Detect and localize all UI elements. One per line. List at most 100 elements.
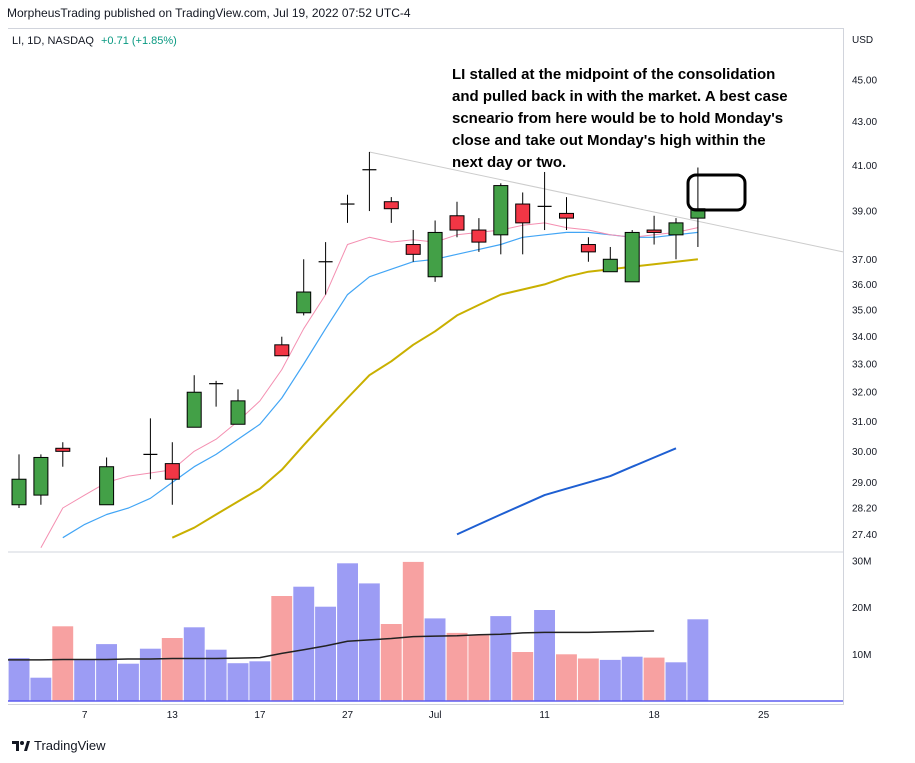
volume-bar[interactable] (74, 659, 96, 701)
tradingview-brand[interactable]: TradingView (12, 738, 106, 753)
candle[interactable] (537, 171, 552, 231)
candle[interactable] (493, 183, 509, 255)
candle[interactable] (186, 375, 202, 428)
candle[interactable] (580, 237, 596, 262)
volume-bar[interactable] (534, 610, 555, 701)
volume-bar[interactable] (249, 661, 271, 701)
candle-body (624, 231, 640, 283)
candle[interactable] (515, 192, 531, 255)
candle[interactable] (318, 242, 333, 295)
time-tick-label: 18 (649, 710, 661, 721)
publisher-line: MorpheusTrading published on TradingView… (7, 6, 411, 20)
candle[interactable] (33, 454, 49, 505)
volume-bar[interactable] (161, 638, 183, 701)
volume-bar[interactable] (512, 652, 534, 701)
candle[interactable] (427, 220, 443, 282)
highlight-box (686, 173, 747, 212)
candle[interactable] (559, 197, 574, 231)
volume-bar[interactable] (446, 632, 468, 701)
candle[interactable] (624, 230, 640, 283)
candle-body (11, 478, 27, 506)
price-tick-label: 45.00 (852, 76, 877, 87)
price-tick-label: 36.00 (852, 280, 877, 291)
candle-body (471, 229, 487, 243)
volume-bar[interactable] (227, 663, 249, 701)
chart-annotation: LI stalled at the midpoint of the consol… (452, 66, 788, 171)
volume-bar[interactable] (358, 583, 380, 701)
legend-change: +0.71 (+1.85%) (100, 35, 177, 47)
volume-bar[interactable] (139, 648, 161, 701)
volume-bar[interactable] (183, 627, 205, 701)
candle-body (559, 212, 574, 219)
candle[interactable] (143, 418, 158, 480)
volume-tick-label: 10M (852, 650, 871, 661)
volume-bar[interactable] (271, 596, 293, 701)
volume-bar[interactable] (8, 658, 30, 701)
candle-body (449, 215, 465, 231)
trendline (369, 151, 844, 253)
candle[interactable] (471, 218, 487, 252)
candle[interactable] (405, 230, 421, 262)
candle[interactable] (340, 194, 355, 223)
sma-50-line (171, 258, 699, 539)
time-tick-label: Jul (429, 710, 442, 721)
volume-tick-label: 20M (852, 603, 871, 614)
candle-body (164, 463, 180, 480)
candle[interactable] (690, 167, 706, 247)
candle[interactable] (668, 218, 684, 260)
price-tick-label: 33.00 (852, 360, 877, 371)
volume-bar[interactable] (52, 626, 74, 701)
price-tick-label: 29.00 (852, 478, 877, 489)
price-axis-currency: USD (852, 35, 873, 46)
volume-bar[interactable] (402, 561, 424, 701)
candle[interactable] (164, 442, 180, 505)
candle-body (230, 400, 246, 425)
volume-bar[interactable] (621, 656, 643, 701)
brand-label: TradingView (34, 738, 106, 753)
volume-bar[interactable] (30, 677, 52, 701)
candle[interactable] (362, 151, 377, 212)
volume-bar[interactable] (665, 662, 687, 701)
volume-bar[interactable] (556, 654, 577, 701)
volume-bar[interactable] (293, 586, 315, 701)
candle[interactable] (449, 201, 465, 238)
volume-bar[interactable] (118, 663, 139, 701)
price-tick-label: 35.00 (852, 306, 877, 317)
candle[interactable] (274, 336, 290, 357)
price-tick-label: 31.00 (852, 417, 877, 428)
candle-body (668, 222, 684, 236)
candle[interactable] (11, 454, 27, 508)
volume-bar[interactable] (205, 649, 227, 701)
volume-bar[interactable] (315, 606, 336, 701)
volume-bar[interactable] (577, 658, 599, 702)
candle[interactable] (209, 380, 224, 407)
candle[interactable] (230, 389, 246, 425)
volume-bar[interactable] (643, 657, 665, 701)
price-tick-label: 39.00 (852, 207, 877, 218)
candle[interactable] (99, 457, 115, 506)
price-tick-label: 41.00 (852, 161, 877, 172)
price-tick-label: 28.20 (852, 504, 877, 515)
volume-bar[interactable] (687, 619, 709, 701)
legend-symbol[interactable]: LI, 1D, NASDAQ (12, 35, 94, 47)
volume-bar[interactable] (468, 635, 490, 701)
time-tick-label: 7 (82, 710, 88, 721)
tradingview-logo-icon (12, 740, 30, 751)
price-tick-label: 32.00 (852, 388, 877, 399)
volume-bar[interactable] (490, 616, 512, 701)
volume-ma-line (8, 630, 655, 661)
candle-body (405, 244, 421, 255)
candle[interactable] (602, 246, 618, 273)
price-tick-label: 37.00 (852, 255, 877, 266)
volume-bar[interactable] (424, 618, 446, 701)
candle[interactable] (55, 442, 71, 467)
volume-bar[interactable] (337, 563, 358, 701)
candle[interactable] (296, 259, 312, 316)
volume-bar[interactable] (599, 659, 621, 701)
candle[interactable] (646, 215, 662, 245)
time-tick-label: 27 (342, 710, 354, 721)
volume-bar[interactable] (96, 644, 117, 701)
candle[interactable] (383, 197, 399, 223)
volume-bar[interactable] (380, 624, 402, 701)
